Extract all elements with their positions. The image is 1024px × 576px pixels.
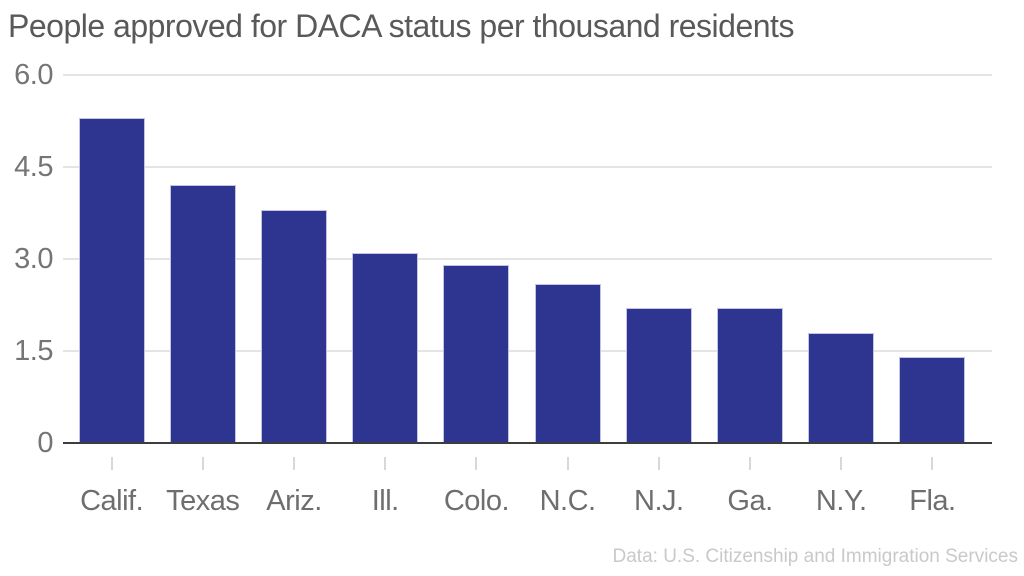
x-tick-mark	[657, 457, 660, 470]
tick-slot	[248, 457, 339, 470]
bar-slot	[796, 75, 887, 443]
x-tick-mark	[749, 457, 752, 470]
x-tick-mark	[931, 457, 934, 470]
bar-slot	[704, 75, 795, 443]
bar-slot	[613, 75, 704, 443]
bars-area	[66, 75, 978, 443]
bar-ariz	[261, 209, 327, 443]
bar-slot	[340, 75, 431, 443]
x-tick-label: N.C.	[539, 485, 597, 517]
tick-slot	[66, 457, 157, 470]
tick-slot	[157, 457, 248, 470]
x-axis-line	[63, 442, 992, 444]
x-tick-mark	[293, 457, 295, 470]
bar-calif	[78, 117, 145, 443]
bar-slot	[431, 75, 522, 443]
tick-slot	[887, 457, 978, 470]
bar-ill	[352, 252, 419, 443]
tick-slot	[340, 457, 431, 470]
x-tick-mark	[566, 457, 569, 470]
tick-slot	[613, 457, 704, 470]
bar-ga	[717, 308, 784, 443]
bar-colo	[443, 265, 510, 443]
tick-slot	[796, 457, 887, 470]
bar-fla	[899, 357, 966, 443]
x-tick-label: Ariz.	[266, 485, 322, 517]
tick-slot	[704, 457, 795, 470]
y-tick-label: 1.5	[14, 335, 53, 367]
x-tick-label: Fla.	[909, 485, 956, 517]
y-tick-label: 0	[37, 427, 53, 459]
bar-slot	[157, 75, 248, 443]
x-tick-label: Texas	[166, 485, 240, 517]
x-tick-mark	[110, 457, 113, 470]
bar-nj	[625, 308, 692, 443]
x-axis-labels: Calif. Texas Ariz. Ill. Colo. N.C. N.J. Ga. N.Y.…	[66, 485, 978, 518]
y-tick-label: 3.0	[14, 243, 53, 275]
bar-texas	[169, 185, 236, 443]
gridline	[63, 258, 992, 260]
gridline	[63, 166, 992, 168]
bar-slot	[522, 75, 613, 443]
x-tick-label: Colo.	[443, 485, 510, 517]
bar-slot	[887, 75, 978, 443]
x-tick-mark	[201, 457, 204, 470]
x-tick-label: Calif.	[80, 485, 144, 517]
chart-title: People approved for DACA status per thou…	[8, 8, 794, 44]
x-tick-mark	[384, 457, 387, 470]
bar-ny	[808, 332, 875, 443]
x-tick-label: N.Y.	[815, 485, 867, 517]
bar-slot	[248, 75, 339, 443]
y-tick-label: 6.0	[14, 59, 53, 91]
source-note: Data: U.S. Citizenship and Immigration S…	[612, 546, 1019, 567]
x-tick-label: Ill.	[371, 485, 400, 517]
gridline	[63, 350, 992, 352]
x-tick-mark	[840, 457, 843, 470]
bar-nc	[534, 283, 601, 443]
bar-slot	[66, 75, 157, 443]
tick-slot	[522, 457, 613, 470]
x-axis-ticks	[66, 457, 978, 470]
y-tick-label: 4.5	[14, 151, 53, 183]
x-tick-label: Ga.	[727, 485, 773, 517]
x-tick-label: N.J.	[634, 485, 684, 517]
gridline	[63, 74, 992, 76]
tick-slot	[431, 457, 522, 470]
x-tick-mark	[475, 457, 478, 470]
